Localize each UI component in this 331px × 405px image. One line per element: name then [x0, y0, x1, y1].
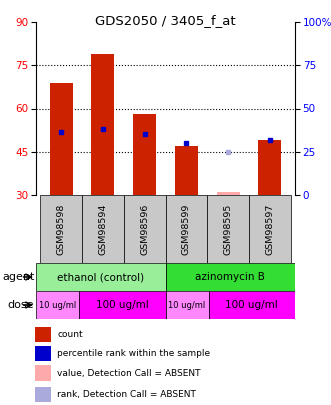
- Bar: [79, 291, 166, 319]
- Bar: [217, 192, 240, 195]
- Bar: [133, 114, 156, 195]
- Text: GSM98594: GSM98594: [98, 203, 107, 255]
- Text: agent: agent: [2, 272, 34, 282]
- Bar: [91, 54, 114, 195]
- Text: rank, Detection Call = ABSENT: rank, Detection Call = ABSENT: [58, 390, 196, 399]
- Text: 100 ug/ml: 100 ug/ml: [96, 300, 149, 310]
- Bar: [259, 140, 281, 195]
- Text: dose: dose: [8, 300, 34, 310]
- Bar: [249, 195, 291, 263]
- Text: GSM98595: GSM98595: [224, 203, 233, 255]
- Text: GDS2050 / 3405_f_at: GDS2050 / 3405_f_at: [95, 14, 236, 27]
- Text: GSM98596: GSM98596: [140, 203, 149, 255]
- Text: GSM98598: GSM98598: [57, 203, 66, 255]
- Text: ethanol (control): ethanol (control): [57, 272, 144, 282]
- Bar: [35, 387, 51, 403]
- Bar: [166, 195, 207, 263]
- Text: value, Detection Call = ABSENT: value, Detection Call = ABSENT: [58, 369, 201, 378]
- Text: GSM98599: GSM98599: [182, 203, 191, 255]
- Bar: [35, 345, 51, 361]
- Text: 100 ug/ml: 100 ug/ml: [225, 300, 278, 310]
- Bar: [124, 195, 166, 263]
- Bar: [36, 263, 166, 291]
- Text: percentile rank within the sample: percentile rank within the sample: [58, 349, 211, 358]
- Bar: [207, 195, 249, 263]
- Text: 10 ug/ml: 10 ug/ml: [168, 301, 206, 309]
- Bar: [175, 146, 198, 195]
- Bar: [82, 195, 124, 263]
- Bar: [166, 263, 295, 291]
- Bar: [36, 291, 79, 319]
- Bar: [209, 291, 295, 319]
- Bar: [35, 327, 51, 342]
- Bar: [40, 195, 82, 263]
- Bar: [166, 291, 209, 319]
- Bar: [35, 365, 51, 381]
- Bar: [50, 83, 72, 195]
- Text: 10 ug/ml: 10 ug/ml: [39, 301, 76, 309]
- Text: GSM98597: GSM98597: [265, 203, 274, 255]
- Text: azinomycin B: azinomycin B: [195, 272, 265, 282]
- Text: count: count: [58, 330, 83, 339]
